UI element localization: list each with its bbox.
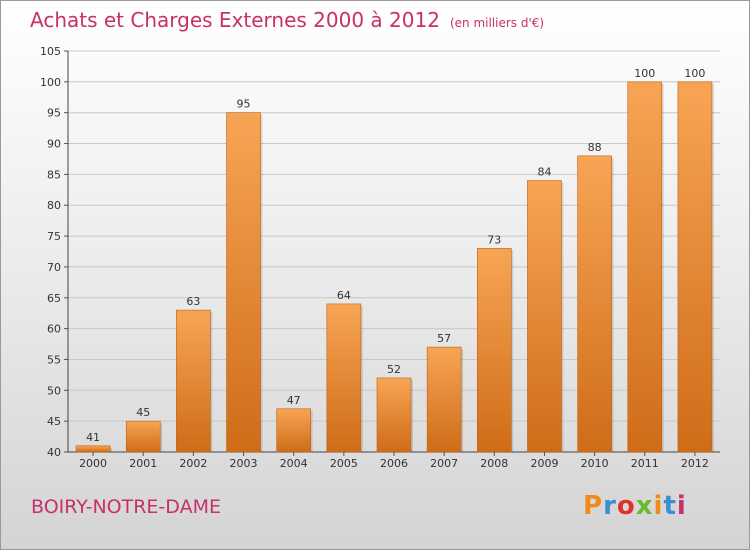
- data-label-2008: 73: [487, 233, 501, 246]
- y-tick-label: 65: [47, 292, 61, 305]
- bar-2003: [226, 112, 261, 453]
- x-tick-label-2000: 2000: [79, 457, 107, 470]
- data-label-2003: 95: [237, 98, 251, 111]
- logo-letter: t: [663, 491, 677, 521]
- y-tick-label: 50: [47, 384, 61, 397]
- y-tick-label: 40: [47, 446, 61, 459]
- data-label-2010: 88: [588, 141, 602, 154]
- logo-letter: r: [603, 491, 617, 521]
- y-tick-label: 95: [47, 107, 61, 120]
- logo-letter: i: [653, 491, 664, 521]
- x-tick-label-2001: 2001: [129, 457, 157, 470]
- logo-letter: P: [583, 491, 604, 521]
- data-label-2001: 45: [136, 406, 150, 419]
- y-tick-label: 70: [47, 261, 61, 274]
- bar-2011: [627, 81, 663, 453]
- bar-2000: [75, 445, 111, 453]
- bar-2001: [125, 420, 161, 453]
- x-tick-label-2006: 2006: [380, 457, 408, 470]
- logo-letter: i: [676, 491, 687, 521]
- x-tick-label-2012: 2012: [681, 457, 709, 470]
- bar-2002: [176, 309, 211, 453]
- bar-2008: [477, 248, 512, 453]
- data-label-2007: 57: [437, 332, 451, 345]
- bar-2007: [426, 346, 462, 453]
- y-tick-label: 60: [47, 323, 61, 336]
- place-name: BOIRY-NOTRE-DAME: [31, 496, 221, 518]
- x-tick-label-2010: 2010: [581, 457, 609, 470]
- x-tick-label-2002: 2002: [179, 457, 207, 470]
- logo-letter: o: [616, 491, 636, 521]
- x-tick-label-2011: 2011: [631, 457, 659, 470]
- data-label-2011: 100: [634, 67, 655, 80]
- title-row: Achats et Charges Externes 2000 à 2012 (e…: [30, 8, 544, 32]
- bar-2010: [577, 155, 612, 453]
- y-tick-label: 45: [47, 415, 61, 428]
- x-tick-label-2005: 2005: [330, 457, 358, 470]
- y-tick-label: 90: [47, 138, 61, 151]
- y-tick-label: 55: [47, 353, 61, 366]
- x-tick-label-2007: 2007: [430, 457, 458, 470]
- bar-2004: [276, 408, 311, 453]
- data-label-2000: 41: [86, 431, 100, 444]
- bar-2009: [527, 180, 562, 453]
- y-tick-label: 80: [47, 199, 61, 212]
- bar-2012: [677, 81, 713, 453]
- x-tick-label-2004: 2004: [280, 457, 308, 470]
- y-tick-label: 85: [47, 168, 61, 181]
- data-label-2012: 100: [684, 67, 705, 80]
- data-label-2005: 64: [337, 289, 351, 302]
- y-tick-label: 105: [40, 45, 61, 58]
- x-tick-label-2008: 2008: [480, 457, 508, 470]
- chart-title: Achats et Charges Externes 2000 à 2012: [30, 8, 440, 32]
- y-tick-label: 75: [47, 230, 61, 243]
- data-label-2002: 63: [186, 295, 200, 308]
- data-label-2004: 47: [287, 394, 301, 407]
- unit-note: (en milliers d'€): [449, 16, 545, 30]
- x-tick-label-2009: 2009: [530, 457, 558, 470]
- x-tick-label-2003: 2003: [230, 457, 258, 470]
- data-label-2006: 52: [387, 363, 401, 376]
- y-tick-label: 100: [40, 76, 61, 89]
- bar-2005: [326, 303, 362, 453]
- proxiti-logo: Proxiti: [583, 491, 687, 521]
- data-label-2009: 84: [537, 166, 551, 179]
- bar-2006: [376, 377, 412, 453]
- logo-letter: x: [635, 491, 654, 521]
